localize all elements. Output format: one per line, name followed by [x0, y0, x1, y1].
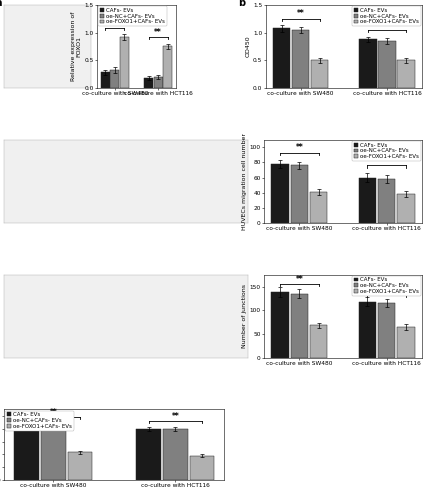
Bar: [164, 46, 172, 88]
Legend: CAFs- EVs, oe-NC+CAFs- EVs, oe-FOXO1+CAFs- EVs: CAFs- EVs, oe-NC+CAFs- EVs, oe-FOXO1+CAF…: [352, 141, 420, 161]
Bar: [292, 30, 309, 88]
Text: **: **: [383, 286, 391, 294]
Legend: CAFs- EVs, oe-NC+CAFs- EVs, oe-FOXO1+CAFs- EVs: CAFs- EVs, oe-NC+CAFs- EVs, oe-FOXO1+CAF…: [6, 410, 74, 430]
Bar: [144, 78, 153, 88]
Y-axis label: OD450: OD450: [245, 36, 250, 58]
Bar: [273, 28, 291, 88]
Bar: [359, 178, 376, 223]
Text: **: **: [383, 20, 391, 30]
Bar: [101, 72, 109, 88]
Text: **: **: [297, 10, 305, 18]
Bar: [68, 452, 92, 480]
Bar: [120, 37, 129, 88]
Text: **: **: [111, 19, 118, 28]
Bar: [291, 294, 308, 358]
Text: a: a: [0, 0, 2, 8]
Legend: CAFs- EVs, oe-NC+CAFs- EVs, oe-FOXO1+CAFs- EVs: CAFs- EVs, oe-NC+CAFs- EVs, oe-FOXO1+CAF…: [352, 276, 420, 296]
Text: b: b: [238, 0, 245, 8]
Bar: [154, 77, 163, 88]
Bar: [311, 60, 328, 88]
Text: **: **: [49, 408, 57, 417]
Bar: [136, 428, 161, 480]
Bar: [378, 179, 395, 223]
Text: **: **: [296, 143, 303, 152]
Bar: [190, 456, 214, 480]
Legend: CAFs- EVs, oe-NC+CAFs- EVs, oe-FOXO1+CAFs- EVs: CAFs- EVs, oe-NC+CAFs- EVs, oe-FOXO1+CAF…: [98, 6, 167, 26]
Legend: CAFs- EVs, oe-NC+CAFs- EVs, oe-FOXO1+CAFs- EVs: CAFs- EVs, oe-NC+CAFs- EVs, oe-FOXO1+CAF…: [352, 6, 420, 26]
Text: **: **: [171, 412, 179, 420]
Text: **: **: [296, 274, 303, 283]
Text: **: **: [154, 28, 162, 36]
Y-axis label: Number of junctions: Number of junctions: [242, 284, 247, 348]
Bar: [291, 166, 308, 223]
Bar: [397, 327, 414, 358]
Bar: [271, 164, 289, 223]
Y-axis label: HUVECs migration cell number: HUVECs migration cell number: [242, 133, 247, 230]
Bar: [397, 194, 414, 223]
Bar: [378, 303, 395, 358]
Bar: [14, 425, 39, 480]
Bar: [359, 302, 376, 358]
Bar: [397, 60, 414, 88]
Bar: [41, 425, 66, 480]
Bar: [310, 192, 327, 223]
Y-axis label: Relative expression of
FOXO1: Relative expression of FOXO1: [71, 12, 82, 81]
Bar: [271, 292, 289, 358]
Text: **: **: [383, 156, 391, 165]
Bar: [378, 41, 396, 88]
Bar: [163, 428, 187, 480]
Bar: [110, 70, 119, 88]
Bar: [359, 40, 377, 88]
Bar: [310, 326, 327, 358]
